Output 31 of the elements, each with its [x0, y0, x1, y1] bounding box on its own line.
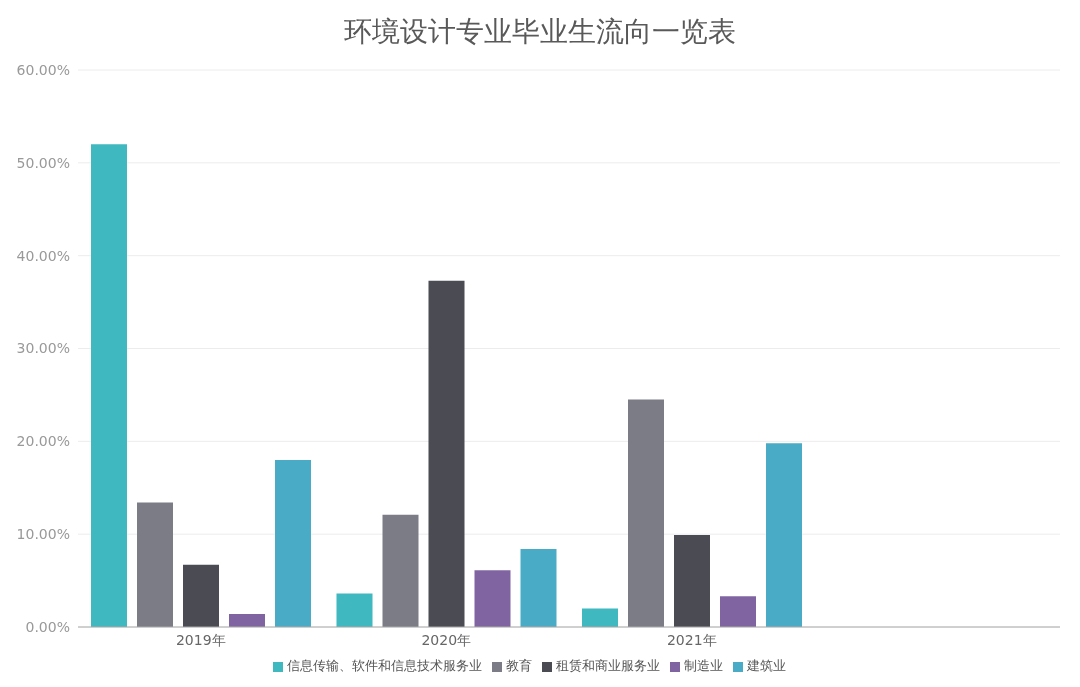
legend-label: 教育 [505, 658, 532, 673]
bar [474, 570, 511, 627]
x-tick-label: 2019年 [175, 631, 226, 648]
y-tick-label: 50.00% [16, 154, 70, 171]
legend-label: 信息传输、软件和信息技术服务业 [286, 658, 482, 673]
bar [520, 549, 557, 627]
bar [582, 608, 618, 627]
legend-label: 建筑业 [746, 658, 786, 673]
bar [275, 459, 311, 627]
legend-label: 租赁和商业服务业 [555, 658, 660, 673]
bar [766, 443, 802, 627]
y-tick-label: 10.00% [16, 526, 70, 543]
x-tick-label: 2020年 [421, 631, 472, 648]
bar [382, 514, 419, 627]
bar [720, 596, 756, 627]
legend-label: 制造业 [683, 658, 723, 673]
y-tick-label: 60.00% [16, 61, 70, 78]
y-tick-label: 40.00% [16, 247, 70, 264]
bar [183, 564, 219, 627]
bar [428, 280, 465, 627]
bar [229, 614, 265, 627]
bar [628, 399, 664, 627]
y-tick-label: 0.00% [25, 618, 70, 635]
bar [674, 535, 710, 627]
bar [91, 144, 127, 627]
bar [137, 502, 173, 627]
chart-title: 环境设计专业毕业生流向一览表 [343, 14, 737, 50]
x-tick-label: 2021年 [666, 631, 717, 648]
y-tick-label: 30.00% [16, 340, 70, 357]
bar [336, 593, 373, 627]
y-tick-label: 20.00% [16, 433, 70, 450]
